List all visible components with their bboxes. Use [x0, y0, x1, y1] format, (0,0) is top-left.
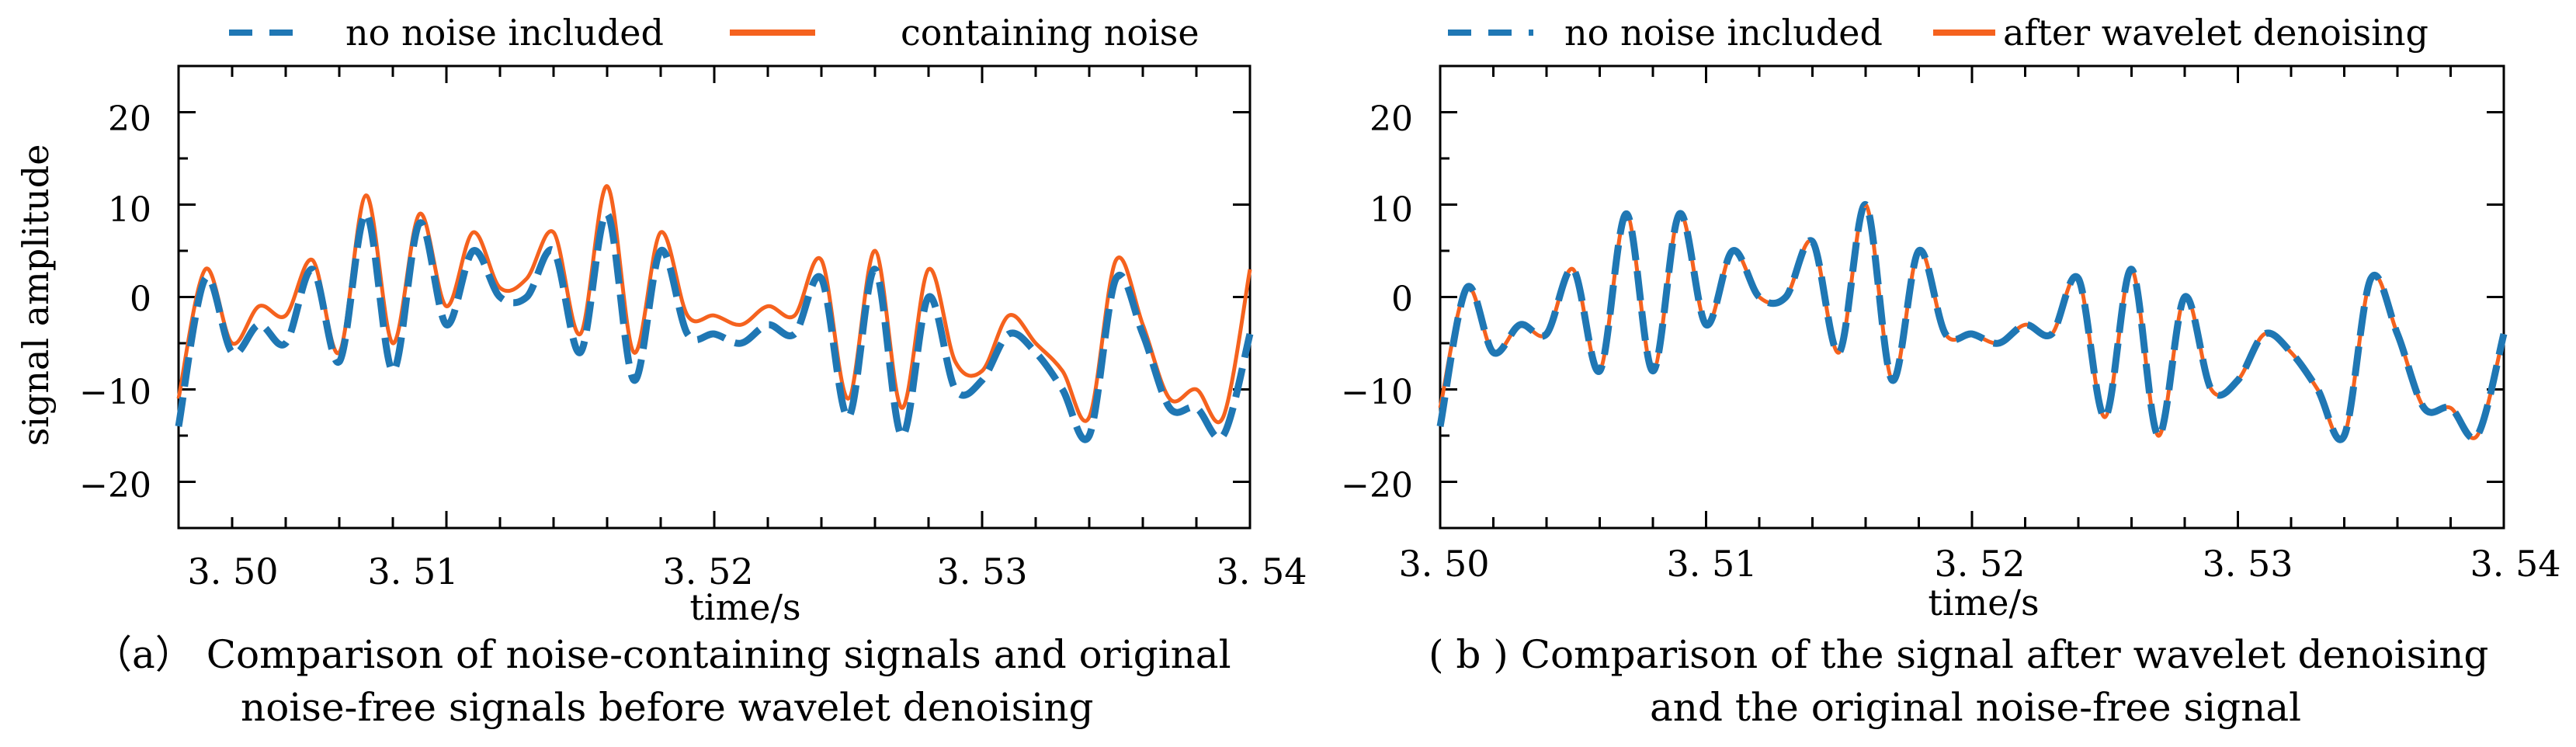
- y-tick-label: 10: [108, 190, 151, 230]
- y-axis-title-a: signal amplitude: [15, 144, 57, 446]
- x-tick-label: 3. 53: [936, 551, 1027, 592]
- legend-b-label-clean: no noise included: [1564, 12, 1883, 54]
- y-tick-label: −10: [1341, 373, 1413, 412]
- legend-a-label-noisy: containing noise: [901, 12, 1199, 54]
- x-tick-label: 3. 52: [662, 551, 753, 592]
- caption-b-line1: ( b ) Comparison of the signal after wav…: [1429, 632, 2488, 677]
- y-tick-label: 0: [1391, 280, 1413, 319]
- panel-b: no noise included after wavelet denoisin…: [1341, 12, 2560, 730]
- x-tick-labels-b: 3. 50 3. 51 3. 52 3. 53 3. 54: [1398, 543, 2560, 585]
- legend-a: no noise included containing noise: [229, 12, 1199, 54]
- x-tick-label: 3. 50: [1398, 543, 1489, 585]
- x-axis-title-b: time/s: [1928, 582, 2039, 624]
- caption-a-line2: noise-free signals before wavelet denois…: [241, 685, 1094, 730]
- plot-frame-b: [1439, 64, 2505, 530]
- y-tick-labels-b: 20 10 0 −10 −20: [1341, 99, 1413, 506]
- series-line-no-noise-included: [175, 210, 1254, 443]
- legend-b-label-denoised: after wavelet denoising: [2003, 12, 2428, 54]
- y-tick-label: 20: [1370, 99, 1413, 139]
- y-tick-labels-a: 20 10 0 −10 −20: [79, 99, 151, 506]
- x-tick-label: 3. 51: [367, 551, 458, 592]
- x-tick-label: 3. 51: [1666, 543, 1757, 585]
- y-tick-label: −20: [1341, 466, 1413, 506]
- x-axis-title-a: time/s: [689, 586, 800, 628]
- caption-b-line2: and the original noise-free signal: [1650, 685, 2301, 730]
- plot-frame-a: [177, 64, 1252, 530]
- y-tick-label: −20: [79, 466, 151, 506]
- series-line-containing-noise: [176, 184, 1252, 425]
- x-tick-label: 3. 54: [1216, 551, 1307, 592]
- series-a: [175, 184, 1254, 443]
- ticks-b: [1440, 66, 2504, 528]
- legend-b: no noise included after wavelet denoisin…: [1448, 12, 2428, 54]
- x-tick-label: 3. 52: [1934, 543, 2025, 585]
- series-line-no-noise-included: [1436, 200, 2508, 443]
- x-tick-label: 3. 53: [2202, 543, 2293, 585]
- ticks-a: [179, 66, 1250, 528]
- y-tick-label: 20: [108, 99, 151, 139]
- x-tick-label: 3. 50: [187, 551, 278, 592]
- x-tick-label: 3. 54: [2470, 543, 2560, 585]
- legend-a-label-clean: no noise included: [345, 12, 664, 54]
- series-line-after-wavelet-denoising: [1438, 202, 2506, 442]
- x-tick-labels-a: 3. 50 3. 51 3. 52 3. 53 3. 54: [187, 551, 1307, 592]
- y-tick-label: −10: [79, 373, 151, 412]
- series-b: [1436, 200, 2508, 443]
- y-tick-label: 10: [1370, 190, 1413, 230]
- caption-a-line1: （a） Comparison of noise-containing signa…: [93, 632, 1231, 677]
- y-tick-label: 0: [130, 280, 151, 319]
- panel-a: no noise included containing noise 20 10…: [15, 12, 1307, 730]
